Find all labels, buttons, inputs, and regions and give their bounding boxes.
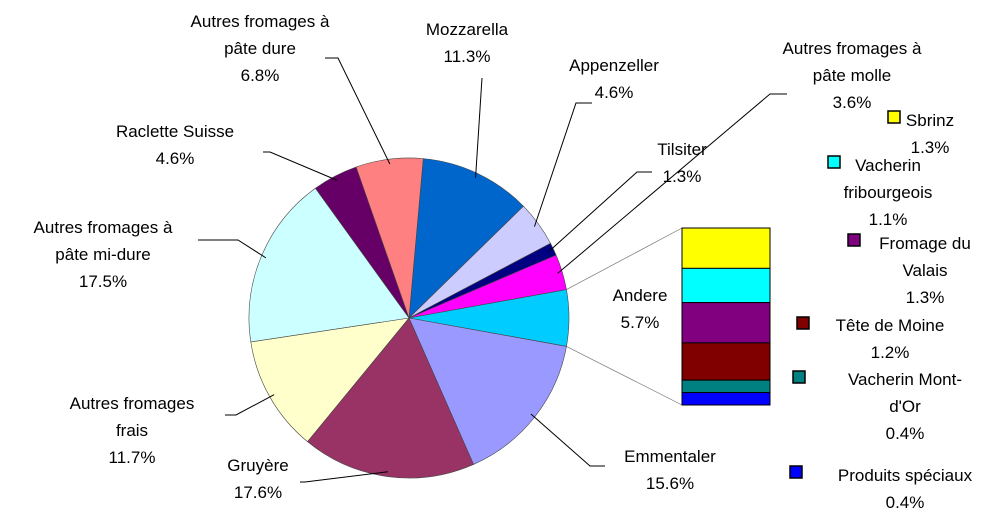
category-label: Fromage du Valais — [879, 234, 971, 280]
value-label: 5.7% — [620, 313, 660, 332]
secondary-label: Sbrinz 1.3% — [885, 107, 975, 161]
bar-segment — [681, 302, 771, 344]
leader-line — [557, 93, 787, 274]
value-label: 11.7% — [108, 448, 156, 467]
value-label: 0.4% — [885, 424, 925, 443]
secondary-label: Fromage du Valais 1.3% — [870, 230, 980, 311]
value-label: 0.4% — [885, 493, 925, 512]
value-label: 1.3% — [910, 138, 950, 157]
category-label: Vacherin Mont-d'Or — [847, 370, 962, 416]
category-label: Andere — [612, 286, 668, 305]
category-label: Appenzeller — [569, 56, 659, 75]
data-label: Tilsiter 1.3% — [632, 136, 732, 190]
category-label: Gruyère — [227, 456, 289, 475]
category-label: Emmentaler — [624, 447, 716, 466]
secondary-label: Vacherin Mont-d'Or 0.4% — [843, 366, 968, 447]
pie-slice — [355, 157, 424, 319]
value-label: 17.6% — [233, 483, 283, 502]
legend-swatch — [827, 155, 841, 169]
category-label: Produits spéciaux — [837, 466, 973, 485]
category-label: Sbrinz — [905, 111, 955, 130]
leader-line — [300, 471, 388, 483]
leader-line — [325, 57, 391, 165]
data-label: Mozzarella 11.3% — [392, 16, 542, 70]
category-label: Raclette Suisse — [115, 122, 235, 141]
legend-swatch — [792, 370, 806, 384]
data-label: Autres fromages à pâte dure 6.8% — [185, 8, 335, 89]
bar-segment — [681, 392, 771, 406]
leader-line — [530, 413, 605, 467]
secondary-label: Tête de Moine 1.2% — [815, 312, 965, 366]
value-label: 1.3% — [662, 167, 702, 186]
legend-swatch — [789, 465, 803, 479]
connector-line — [566, 346, 683, 406]
category-label: Mozzarella — [425, 20, 509, 39]
category-label: Tilsiter — [657, 140, 707, 159]
bar-segment — [681, 342, 771, 381]
value-label: 1.1% — [868, 210, 908, 229]
data-label: Autres fromages frais 11.7% — [57, 390, 207, 471]
value-label: 15.6% — [645, 474, 695, 493]
connector-line — [566, 227, 683, 290]
pie-slice — [248, 187, 410, 343]
leader-line — [263, 151, 338, 181]
category-label: Autres fromages à pâte molle — [782, 39, 922, 85]
data-label: Raclette Suisse 4.6% — [90, 118, 260, 172]
value-label: 4.6% — [155, 149, 195, 168]
data-label: Autres fromages à pâte mi-dure 17.5% — [28, 214, 178, 295]
data-label: Andere 5.7% — [600, 282, 680, 336]
secondary-label: Vacherin fribourgeois 1.1% — [833, 152, 943, 233]
data-label: Emmentaler 15.6% — [600, 443, 740, 497]
legend-swatch — [887, 110, 901, 124]
bar-segment — [681, 227, 771, 269]
leader-line — [533, 102, 592, 227]
pie-slice — [408, 158, 524, 319]
value-label: 1.3% — [905, 288, 945, 307]
category-label: Autres fromages à pâte dure — [190, 12, 330, 58]
value-label: 4.6% — [594, 83, 634, 102]
value-label: 11.3% — [443, 47, 491, 66]
leader-line — [475, 77, 483, 178]
secondary-label: Produits spéciaux 0.4% — [810, 462, 1000, 516]
value-label: 1.2% — [870, 343, 910, 362]
category-label: Vacherin fribourgeois — [843, 156, 933, 202]
value-label: 6.8% — [240, 66, 280, 85]
leader-line — [548, 171, 652, 252]
data-label: Appenzeller 4.6% — [539, 52, 689, 106]
legend-swatch — [796, 316, 810, 330]
pie-slice — [307, 317, 474, 479]
category-label: Autres fromages frais — [69, 394, 195, 440]
data-label: Gruyère 17.6% — [198, 452, 318, 506]
bar-segment — [681, 267, 771, 304]
leader-line — [225, 394, 275, 416]
bar-segment — [681, 379, 771, 394]
value-label: 17.5% — [78, 272, 128, 291]
leader-line — [198, 239, 267, 259]
legend-swatch — [847, 233, 861, 247]
category-label: Tête de Moine — [835, 316, 945, 335]
category-label: Autres fromages à pâte mi-dure — [33, 218, 173, 264]
value-label: 3.6% — [832, 93, 872, 112]
data-label: Autres fromages à pâte molle 3.6% — [767, 35, 937, 116]
